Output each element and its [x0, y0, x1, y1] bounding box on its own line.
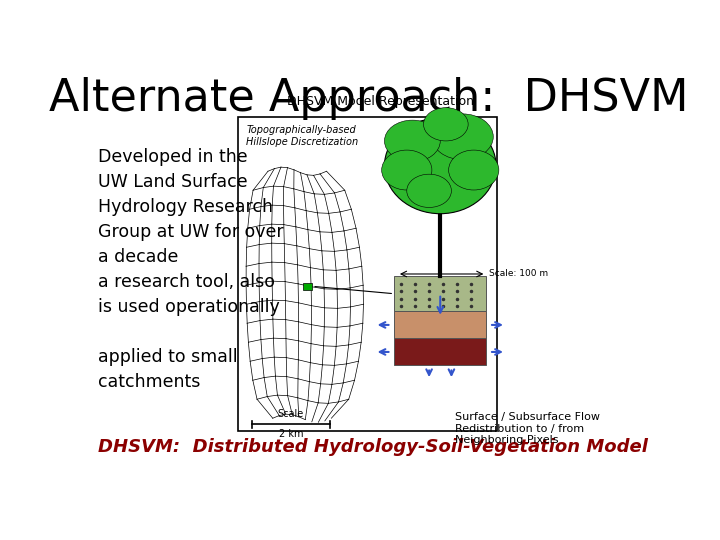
Text: a research tool, also
is used operationally: a research tool, also is used operationa… — [99, 273, 280, 316]
Bar — [303, 283, 312, 289]
Bar — [395, 276, 486, 312]
Ellipse shape — [449, 150, 499, 190]
Text: 2 km: 2 km — [279, 429, 303, 440]
Bar — [238, 117, 498, 431]
Text: Alternate Approach:  DHSVM: Alternate Approach: DHSVM — [49, 77, 689, 120]
Text: Scale: Scale — [278, 409, 304, 420]
Text: Scale: 100 m: Scale: 100 m — [489, 269, 548, 279]
Text: Developed in the
UW Land Surface
Hydrology Research
Group at UW for over
a decad: Developed in the UW Land Surface Hydrolo… — [99, 148, 284, 266]
Text: Surface / Subsurface Flow
Redistribution to / from
Neighboring Pixels: Surface / Subsurface Flow Redistribution… — [456, 412, 600, 445]
Ellipse shape — [382, 150, 432, 190]
Bar — [395, 312, 486, 339]
Ellipse shape — [432, 114, 493, 160]
Text: Topographically-based
Hillslope Discretization: Topographically-based Hillslope Discreti… — [246, 125, 359, 147]
Ellipse shape — [423, 107, 468, 141]
Ellipse shape — [407, 174, 451, 207]
Bar — [395, 339, 486, 366]
Text: DHSVM Model Representation: DHSVM Model Representation — [287, 96, 474, 109]
Ellipse shape — [384, 118, 496, 214]
Text: DHSVM:  Distributed Hydrology-Soil-Vegetation Model: DHSVM: Distributed Hydrology-Soil-Vegeta… — [99, 437, 648, 456]
Text: applied to small
catchments: applied to small catchments — [99, 348, 238, 390]
Ellipse shape — [384, 120, 440, 161]
